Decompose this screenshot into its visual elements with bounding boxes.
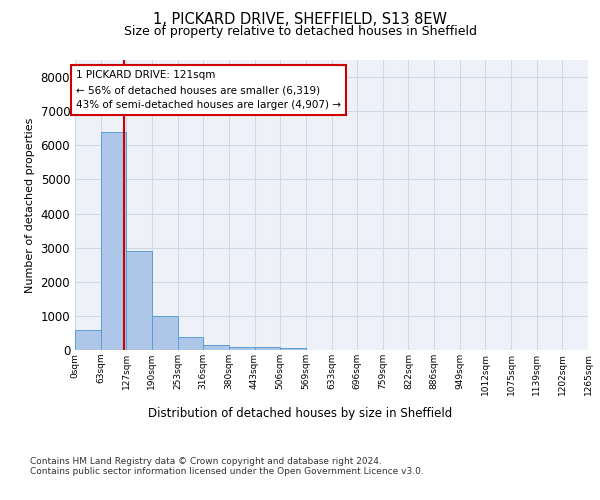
Text: 1 PICKARD DRIVE: 121sqm
← 56% of detached houses are smaller (6,319)
43% of semi: 1 PICKARD DRIVE: 121sqm ← 56% of detache… (76, 70, 341, 110)
Text: Distribution of detached houses by size in Sheffield: Distribution of detached houses by size … (148, 408, 452, 420)
Bar (75, 330, 101, 350)
Text: 1, PICKARD DRIVE, SHEFFIELD, S13 8EW: 1, PICKARD DRIVE, SHEFFIELD, S13 8EW (153, 12, 447, 28)
Bar (101, 132, 127, 350)
Bar (152, 316, 178, 350)
Bar (229, 346, 254, 350)
Bar (203, 344, 229, 350)
Bar (280, 348, 306, 350)
Bar (178, 337, 203, 350)
Text: Contains HM Land Registry data © Crown copyright and database right 2024.: Contains HM Land Registry data © Crown c… (30, 458, 382, 466)
Bar (127, 251, 152, 350)
Text: Contains public sector information licensed under the Open Government Licence v3: Contains public sector information licen… (30, 468, 424, 476)
Bar (254, 348, 280, 350)
Text: Size of property relative to detached houses in Sheffield: Size of property relative to detached ho… (124, 25, 476, 38)
Y-axis label: Number of detached properties: Number of detached properties (25, 118, 35, 292)
